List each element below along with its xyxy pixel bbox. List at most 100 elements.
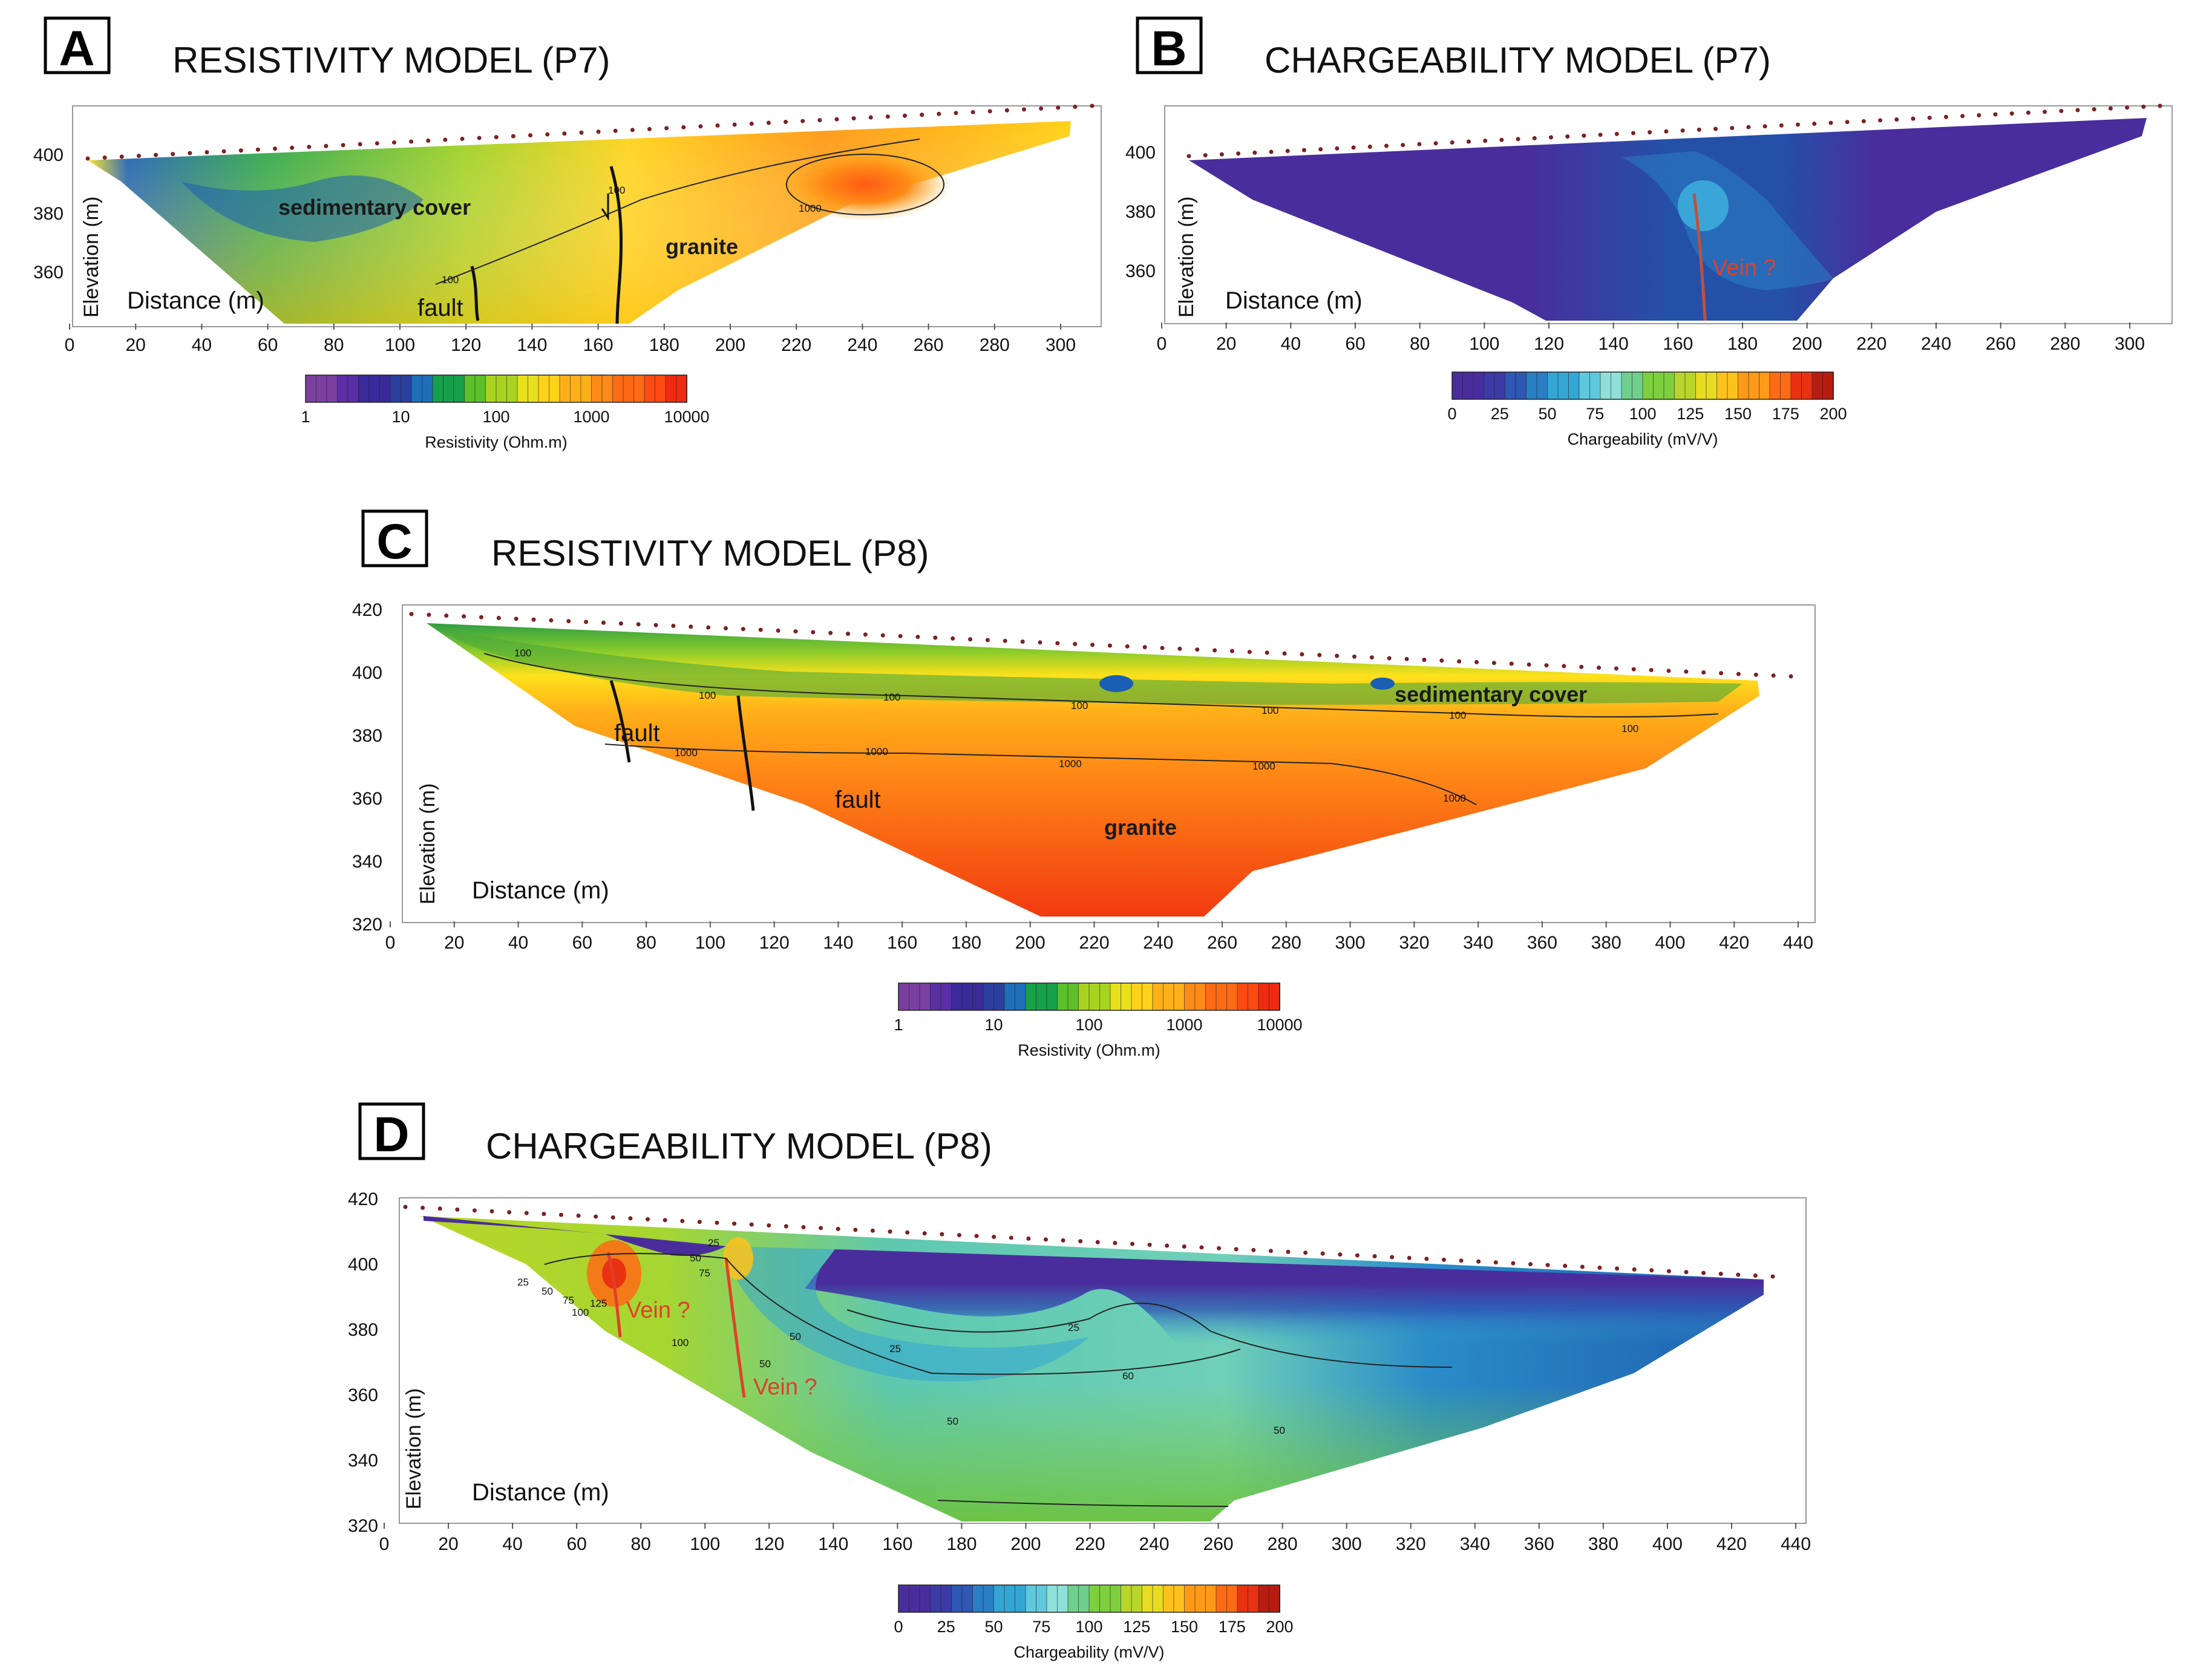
electrode-dot <box>1355 1253 1360 1258</box>
electrode-dot <box>933 635 938 640</box>
electrode-dot <box>1203 153 1208 158</box>
panel-c-contour-label: 1000 <box>1252 760 1275 772</box>
x-tick-label: 200 <box>715 335 745 355</box>
electrode-dot <box>800 119 805 123</box>
colorbar-swatch <box>1547 371 1559 400</box>
colorbar-tick-label: 100 <box>482 408 509 426</box>
electrode-dot <box>1713 126 1718 131</box>
electrode-dot <box>290 145 295 150</box>
electrode-dot <box>1424 1257 1429 1261</box>
electrode-dot <box>1195 647 1200 652</box>
electrode-dot <box>1125 644 1130 649</box>
panel-c-contour-label: 100 <box>1622 723 1638 734</box>
colorbar-swatch <box>1484 371 1495 400</box>
y-tick-label: 420 <box>352 600 382 620</box>
colorbar-swatch <box>961 1584 974 1613</box>
x-tick-label: 180 <box>649 335 679 355</box>
electrode-dot <box>903 113 908 118</box>
electrode-dot <box>1459 1258 1464 1263</box>
colorbar-swatch <box>1684 371 1697 400</box>
electrode-dot <box>937 111 941 116</box>
colorbar-swatch <box>1769 371 1781 400</box>
colorbar-tick-label: 150 <box>1171 1618 1198 1636</box>
x-tick-label: 40 <box>192 335 212 355</box>
colorbar-swatch <box>485 374 497 403</box>
colorbar-swatch <box>347 374 359 403</box>
colorbar-swatch <box>612 374 624 403</box>
electrode-dot <box>358 142 362 146</box>
electrode-dot <box>1762 124 1767 129</box>
electrode-dot <box>511 134 515 139</box>
x-tick-label: 260 <box>1203 1534 1234 1554</box>
electrode-dot <box>2108 106 2113 111</box>
colorbar-swatch <box>559 374 571 403</box>
panel-c-contour-label: 100 <box>514 647 531 659</box>
panel-d-vein-line <box>606 1252 622 1338</box>
colorbar-tick-label: 1 <box>301 408 310 426</box>
electrode-dot <box>1911 116 1916 121</box>
colorbar-swatch <box>1674 371 1686 400</box>
colorbar-swatch <box>1226 982 1238 1011</box>
colorbar-swatch <box>1611 371 1622 400</box>
colorbar-swatch <box>983 1584 995 1613</box>
electrode-dot <box>970 109 975 114</box>
electrode-dot <box>2009 111 2014 116</box>
x-tick-label: 0 <box>1157 334 1167 354</box>
panel-d-contour-label: 50 <box>947 1416 958 1427</box>
electrode-dot <box>863 632 868 637</box>
x-tick-label: 20 <box>126 335 146 355</box>
x-tick-label: 300 <box>1332 1534 1362 1554</box>
electrode-dot <box>1439 658 1444 663</box>
electrode-dot <box>1491 661 1496 665</box>
colorbar-swatch <box>528 374 539 403</box>
electrode-dot <box>507 1210 512 1215</box>
electrode-dot <box>1511 1261 1516 1266</box>
x-tick-label: 60 <box>258 335 278 355</box>
electrode-dot <box>698 124 703 129</box>
x-tick-label: 80 <box>1410 334 1430 354</box>
panel-b-xlabel: Distance (m) <box>1225 287 1363 314</box>
x-tick-label: 100 <box>385 335 415 355</box>
colorbar-swatch <box>1237 1584 1249 1613</box>
y-tick-label: 420 <box>348 1189 378 1209</box>
electrode-dot <box>444 613 449 618</box>
electrode-dot <box>1927 116 1932 120</box>
x-tick-label: 240 <box>1139 1534 1170 1554</box>
colorbar-swatch <box>1589 371 1601 400</box>
electrode-dot <box>1861 119 1866 123</box>
electrode-dot <box>1680 128 1685 133</box>
x-tick-label: 440 <box>1783 933 1813 953</box>
colorbar-swatch <box>655 374 666 403</box>
colorbar-swatch <box>538 374 550 403</box>
electrode-dot <box>954 111 958 116</box>
panel-c-xlabel: Distance (m) <box>472 877 609 904</box>
electrode-dot <box>732 1221 737 1226</box>
electrode-dot <box>1404 656 1409 661</box>
electrode-dot <box>1182 1244 1186 1249</box>
electrode-dot <box>1320 1251 1325 1256</box>
x-tick-label: 360 <box>1524 1534 1554 1554</box>
electrode-dot <box>671 624 676 629</box>
colorbar-tick-label: 0 <box>894 1618 903 1636</box>
electrode-dot <box>715 123 720 128</box>
electrode-dot <box>1977 113 1981 117</box>
electrode-dot <box>1390 1255 1395 1260</box>
x-tick-label: 160 <box>1663 334 1693 354</box>
electrode-dot <box>477 136 482 140</box>
electrode-dot <box>1649 1268 1654 1273</box>
electrode-dot <box>828 630 833 635</box>
y-tick-label: 340 <box>352 852 382 872</box>
electrode-dot <box>2043 109 2047 114</box>
electrode-dot <box>1130 1241 1135 1246</box>
electrode-dot <box>1217 1246 1222 1250</box>
colorbar-swatch <box>1536 371 1548 400</box>
colorbar-swatch <box>940 1584 952 1613</box>
colorbar-swatch <box>919 982 931 1011</box>
electrode-dot <box>1229 649 1234 653</box>
electrode-dot <box>1055 641 1060 646</box>
electrode-dot <box>1562 664 1566 668</box>
electrode-dot <box>1039 106 1044 111</box>
electrode-dot <box>1160 646 1165 650</box>
panel-d-contour-label: 50 <box>542 1286 553 1297</box>
electrode-dot <box>1648 130 1652 135</box>
